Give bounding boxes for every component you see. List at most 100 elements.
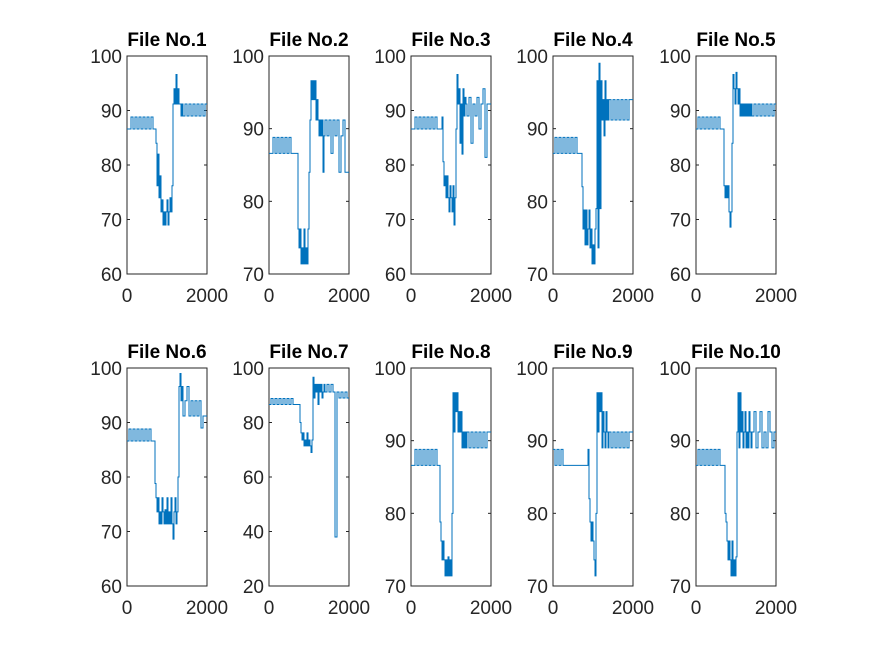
- axes-box: [695, 367, 777, 587]
- series-line: [127, 372, 207, 540]
- y-tick-label: 100: [232, 359, 264, 380]
- y-tick-label: 70: [385, 577, 406, 598]
- y-tick-label: 100: [232, 47, 264, 68]
- x-tick-label: 0: [264, 598, 275, 619]
- y-tick-label: 70: [670, 211, 691, 232]
- axes-box: [552, 367, 634, 587]
- x-tick-label: 0: [548, 286, 559, 307]
- subplot-title: File No.6: [127, 342, 206, 363]
- y-tick-label: 100: [374, 47, 406, 68]
- subplot-title: File No.3: [411, 30, 490, 51]
- y-tick-label: 20: [243, 577, 264, 598]
- axes-box: [126, 367, 208, 587]
- x-tick-label: 2000: [755, 286, 797, 307]
- y-tick-label: 100: [90, 359, 122, 380]
- x-tick-label: 0: [406, 598, 417, 619]
- y-tick-label: 70: [527, 577, 548, 598]
- y-tick-label: 80: [670, 504, 691, 525]
- y-tick-label: 90: [101, 102, 122, 123]
- subplot-title: File No.7: [269, 342, 348, 363]
- y-tick-label: 60: [101, 577, 122, 598]
- subplot-9: File No.9 70 80 90 100 0 2000: [516, 342, 654, 619]
- subplot-8: File No.8 70 80 90 100 0 2000: [374, 342, 512, 619]
- y-tick-label: 100: [659, 359, 691, 380]
- y-tick-label: 60: [101, 265, 122, 286]
- y-tick-label: 100: [90, 47, 122, 68]
- x-tick-label: 2000: [612, 286, 654, 307]
- series-line: [269, 376, 349, 538]
- x-tick-label: 0: [122, 286, 133, 307]
- subplot-2: File No.2 70 80 90 100 0 2000: [232, 30, 370, 307]
- y-tick-label: 60: [385, 265, 406, 286]
- y-tick-label: 80: [670, 156, 691, 177]
- series-line: [127, 74, 207, 226]
- x-tick-label: 2000: [186, 598, 228, 619]
- x-tick-label: 2000: [470, 286, 512, 307]
- y-tick-label: 80: [243, 192, 264, 213]
- subplot-title: File No.8: [411, 342, 490, 363]
- subplot-title: File No.10: [691, 342, 781, 363]
- y-tick-label: 70: [385, 211, 406, 232]
- y-tick-label: 70: [101, 523, 122, 544]
- subplot-3: File No.3 60 70 80 90 100 0 2000: [374, 30, 512, 307]
- x-tick-label: 0: [691, 286, 702, 307]
- y-tick-label: 100: [516, 359, 548, 380]
- x-tick-label: 2000: [470, 598, 512, 619]
- y-tick-label: 80: [101, 468, 122, 489]
- x-tick-label: 2000: [186, 286, 228, 307]
- axes-box: [268, 55, 350, 275]
- y-tick-label: 60: [670, 265, 691, 286]
- subplot-title: File No.1: [127, 30, 207, 51]
- y-tick-label: 90: [385, 102, 406, 123]
- subplot-4: File No.4 70 80 90 100 0 2000: [516, 30, 654, 307]
- axes-box: [126, 55, 208, 275]
- subplot-7: File No.7 20 40 60 80 100 0 2000: [232, 342, 370, 619]
- y-tick-label: 80: [243, 414, 264, 435]
- x-tick-label: 0: [406, 286, 417, 307]
- subplot-title: File No.5: [696, 30, 776, 51]
- subplot-1: File No.1 60 70 80 90 100 0 2000: [90, 30, 228, 307]
- y-tick-label: 70: [101, 211, 122, 232]
- axes-box: [410, 55, 492, 275]
- y-tick-label: 90: [385, 432, 406, 453]
- series-line: [696, 392, 776, 577]
- series-line: [269, 80, 349, 265]
- y-tick-label: 80: [101, 156, 122, 177]
- series-line: [696, 71, 776, 228]
- x-tick-label: 0: [691, 598, 702, 619]
- y-tick-label: 80: [385, 504, 406, 525]
- series-line: [411, 392, 491, 577]
- y-tick-label: 60: [243, 468, 264, 489]
- series-line: [553, 392, 633, 577]
- y-tick-label: 80: [527, 192, 548, 213]
- y-tick-label: 40: [243, 523, 264, 544]
- subplot-title: File No.2: [269, 30, 348, 51]
- y-tick-label: 90: [670, 432, 691, 453]
- axes-box: [552, 55, 634, 275]
- series-line: [411, 74, 491, 226]
- x-tick-label: 0: [264, 286, 275, 307]
- y-tick-label: 80: [385, 156, 406, 177]
- subplot-title: File No.4: [553, 30, 633, 51]
- y-tick-label: 90: [101, 414, 122, 435]
- y-tick-label: 70: [243, 265, 264, 286]
- series-line: [553, 62, 633, 265]
- x-tick-label: 0: [122, 598, 133, 619]
- y-tick-label: 70: [527, 265, 548, 286]
- x-tick-label: 2000: [328, 598, 370, 619]
- y-tick-label: 90: [527, 432, 548, 453]
- y-tick-label: 100: [374, 359, 406, 380]
- subplot-5: File No.5 60 70 80 90 100 0 2000: [659, 30, 797, 307]
- x-tick-label: 2000: [755, 598, 797, 619]
- subplot-title: File No.9: [553, 342, 632, 363]
- subplot-6: File No.6 60 70 80 90 100 0 2000: [90, 342, 228, 619]
- x-tick-label: 2000: [612, 598, 654, 619]
- x-tick-label: 2000: [328, 286, 370, 307]
- y-tick-label: 90: [527, 120, 548, 141]
- y-tick-label: 90: [670, 102, 691, 123]
- axes-box: [410, 367, 492, 587]
- y-tick-label: 70: [670, 577, 691, 598]
- y-tick-label: 100: [659, 47, 691, 68]
